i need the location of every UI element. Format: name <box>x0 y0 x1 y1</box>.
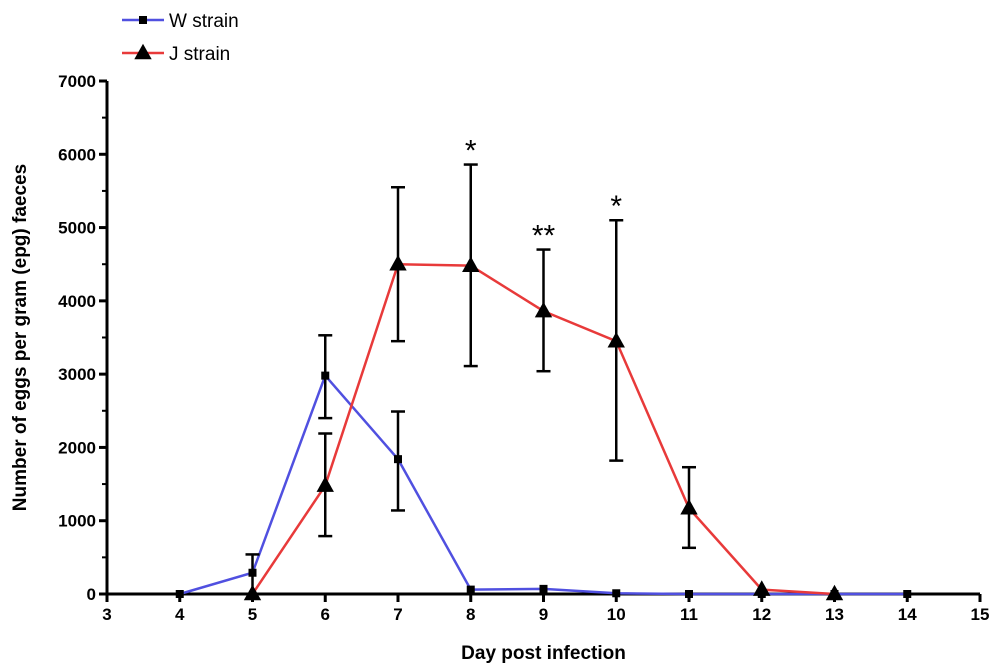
data-point <box>316 476 334 492</box>
x-axis-title: Day post infection <box>461 643 626 664</box>
data-point <box>903 590 912 598</box>
y-tick-label: 5000 <box>58 219 96 238</box>
markers <box>243 254 844 601</box>
x-tick-label: 15 <box>971 605 990 624</box>
data-point <box>394 455 402 464</box>
data-point <box>466 585 475 594</box>
data-point <box>753 580 771 596</box>
x-tick-label: 11 <box>680 605 698 624</box>
y-tick-label: 6000 <box>58 145 96 164</box>
significance-marker: * <box>610 190 622 223</box>
y-tick-label: 7000 <box>58 72 96 91</box>
series-w-strain <box>179 373 908 596</box>
significance-marker: ** <box>532 220 556 253</box>
x-tick-label: 6 <box>321 605 330 624</box>
x-tick-label: 14 <box>898 605 917 624</box>
x-tick-label: 10 <box>607 605 626 624</box>
error-bars <box>318 163 696 550</box>
y-tick-label: 0 <box>87 585 96 604</box>
significance-marker: * <box>465 135 477 168</box>
legend-item: W strain <box>122 11 239 32</box>
data-point <box>243 584 262 601</box>
x-tick-label: 8 <box>466 605 475 624</box>
x-tick-label: 4 <box>175 605 185 624</box>
x-tick-label: 12 <box>752 605 771 624</box>
legend-label: J strain <box>169 44 230 65</box>
data-point <box>248 568 257 577</box>
series-line <box>179 373 908 596</box>
data-point <box>175 590 184 598</box>
x-tick-label: 7 <box>393 605 402 624</box>
legend-marker <box>134 43 152 60</box>
data-point <box>685 590 693 598</box>
y-tick-label: 3000 <box>58 365 96 384</box>
legend-marker <box>139 16 147 24</box>
x-tick-label: 3 <box>102 605 111 624</box>
data-point <box>321 371 330 380</box>
x-tick-label: 9 <box>539 605 548 624</box>
annotations: **** <box>465 135 623 253</box>
data-point <box>612 589 621 598</box>
data-point <box>607 331 625 348</box>
x-tick-label: 5 <box>248 605 257 624</box>
y-tick-label: 2000 <box>58 438 96 457</box>
y-tick-label: 4000 <box>58 292 96 311</box>
legend: W strain J strain <box>122 11 239 65</box>
y-tick-label: 1000 <box>58 512 96 531</box>
data-point <box>680 498 698 515</box>
data-point <box>389 254 407 271</box>
legend-label: W strain <box>169 11 239 32</box>
data-point <box>825 584 844 601</box>
data-point <box>462 256 480 272</box>
x-tick-label: 13 <box>825 605 844 624</box>
data-point <box>539 584 548 593</box>
axes: 0 1000 2000 3000 4000 5000 6000 7000 3 4 5 6 7 8 9 10 11… <box>58 72 989 624</box>
y-axis-title: Number of eggs per gram (epg) faeces <box>10 164 31 511</box>
data-point <box>534 301 553 318</box>
legend-item: J strain <box>122 43 230 65</box>
series-layer <box>175 163 912 601</box>
